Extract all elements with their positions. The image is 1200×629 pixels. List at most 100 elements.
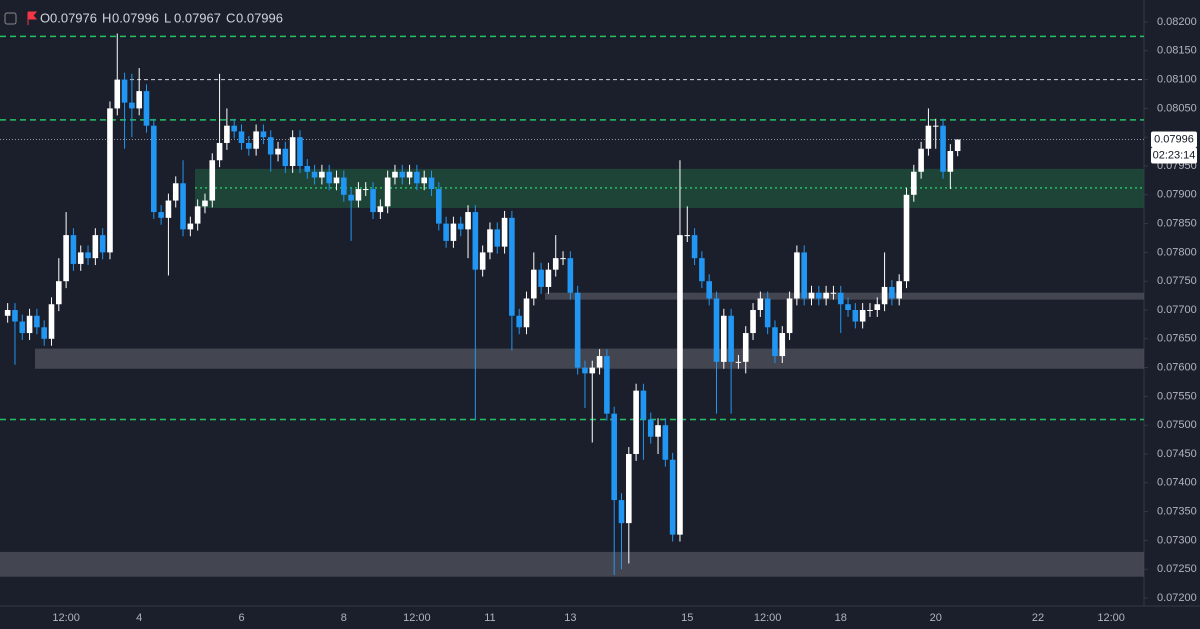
countdown-tag: [1151, 147, 1197, 164]
candle-body: [246, 142, 252, 149]
ohlc-value: 0.07976: [50, 10, 97, 25]
candle-body: [750, 310, 756, 334]
candle-body: [180, 183, 186, 230]
candle-body: [816, 292, 822, 299]
candle-body: [472, 212, 479, 270]
candle-body: [202, 200, 208, 207]
candle-body: [341, 177, 347, 195]
candle-body: [852, 310, 859, 322]
candle-body: [845, 304, 851, 310]
candle-body: [465, 212, 471, 230]
candle-body: [713, 298, 720, 362]
flag-icon[interactable]: [27, 11, 38, 25]
candle-body: [19, 321, 26, 334]
x-tick-label: 15: [681, 612, 693, 624]
candle-body: [421, 177, 427, 184]
candle-body: [450, 223, 457, 241]
candle-body: [669, 459, 676, 535]
candle-body: [63, 235, 69, 282]
candle-body: [574, 292, 581, 368]
candle-body: [348, 194, 354, 201]
candle-body: [289, 137, 296, 166]
candle-body: [370, 189, 376, 213]
y-tick-label: 0.07850: [1157, 218, 1197, 230]
candle-body: [275, 148, 281, 155]
candle-body: [304, 166, 311, 172]
x-tick-label: 12:00: [403, 612, 431, 624]
x-tick-label: 20: [930, 612, 942, 624]
y-tick-label: 0.07250: [1157, 563, 1197, 575]
candle-body: [794, 252, 800, 299]
candle-body: [151, 125, 157, 213]
y-tick-label: 0.08050: [1157, 102, 1197, 114]
candle-body: [479, 252, 486, 270]
candle-body: [757, 298, 764, 310]
candle-body: [523, 298, 530, 328]
candle-body: [516, 315, 522, 328]
candle-body: [582, 367, 588, 374]
candle-body: [238, 131, 245, 143]
candle-body: [837, 292, 844, 305]
candle-body: [326, 171, 332, 184]
ohlc-key: L: [164, 10, 171, 25]
candle-body: [494, 229, 501, 247]
y-tick-label: 0.07450: [1157, 448, 1197, 460]
collapse-icon[interactable]: [4, 12, 17, 25]
candle-body: [187, 223, 194, 230]
candle-body: [107, 108, 113, 253]
candle-body: [735, 361, 742, 363]
ohlc-value: 0.07996: [112, 10, 159, 25]
candle-body: [604, 356, 610, 414]
candle-body: [114, 79, 121, 109]
candle-body: [721, 315, 727, 362]
candle-body: [92, 235, 99, 259]
y-tick-label: 0.07700: [1157, 304, 1197, 316]
candle-body: [647, 419, 654, 437]
candle-body: [143, 91, 150, 126]
y-tick-label: 0.07550: [1157, 390, 1197, 402]
zone: [35, 348, 1144, 369]
ohlc-value: 0.07967: [174, 10, 221, 25]
candle-body: [779, 333, 786, 357]
candle-body: [224, 125, 230, 143]
candle-body: [932, 125, 939, 127]
candle-body: [742, 333, 749, 362]
candle-body: [487, 229, 493, 253]
candle-body: [808, 292, 815, 299]
candle-body: [406, 171, 413, 178]
y-tick-label: 0.08150: [1157, 45, 1197, 57]
y-tick-label: 0.07800: [1157, 246, 1197, 258]
price-tag: [1151, 131, 1197, 148]
x-tick-label: 12:00: [52, 612, 80, 624]
price-tag-label: 0.07996: [1154, 133, 1194, 145]
y-tick-label: 0.07200: [1157, 592, 1197, 604]
candle-body: [940, 125, 946, 172]
candle-body: [216, 142, 223, 161]
candle-body: [764, 298, 771, 328]
candle-body: [253, 131, 259, 149]
candle-body: [552, 258, 559, 270]
candle-body: [531, 269, 537, 299]
candle-body: [786, 298, 793, 334]
candle-body: [560, 258, 566, 260]
candle-body: [889, 286, 895, 299]
candle-body: [596, 356, 603, 368]
candle-body: [56, 281, 62, 305]
candle-body: [954, 139, 961, 152]
candle-body: [867, 310, 873, 311]
candle-body: [121, 79, 128, 103]
candle-body: [501, 217, 508, 247]
x-tick-label: 12:00: [754, 612, 782, 624]
candle-body: [297, 137, 303, 166]
zone: [0, 551, 1144, 577]
candle-body: [377, 206, 384, 213]
candle-body: [655, 425, 661, 437]
candle-body: [41, 327, 47, 339]
ohlc-header: O 0.07976 H 0.07996 L 0.07967 C 0.07996: [40, 10, 283, 25]
candle-body: [48, 304, 55, 339]
y-tick-label: 0.08100: [1157, 74, 1197, 86]
candle-body: [801, 252, 807, 299]
candle-body: [231, 125, 237, 132]
